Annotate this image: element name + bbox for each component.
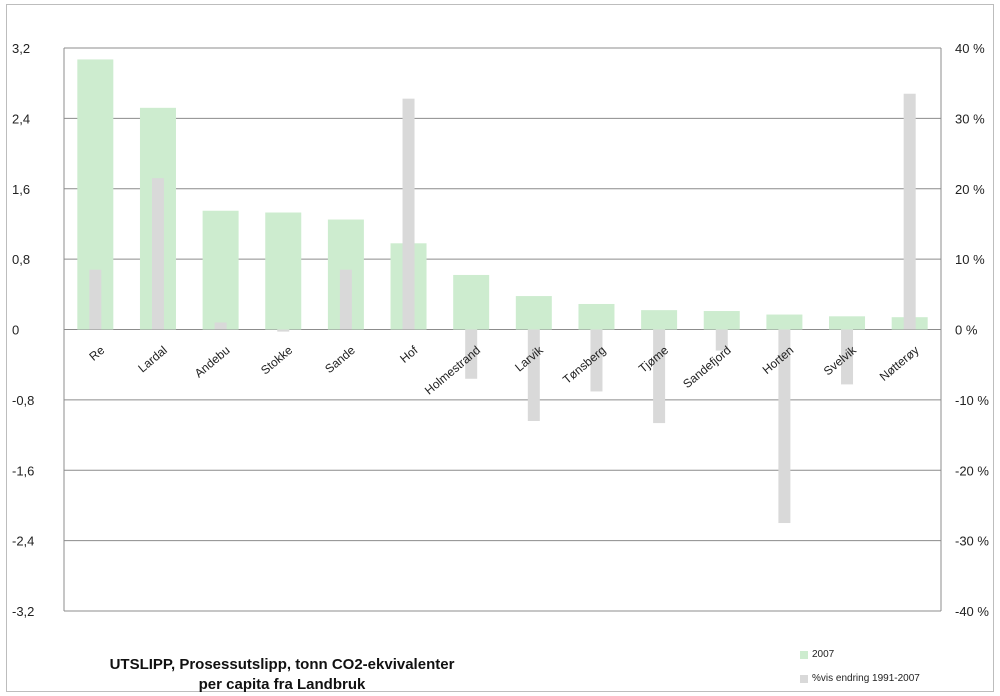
left-tick-label: 3,2 [12, 41, 30, 56]
bar-pct-change [841, 329, 854, 385]
category-label: Stokke [258, 343, 295, 378]
bar-pct-change [214, 322, 227, 330]
legend-swatch-2007 [800, 650, 808, 659]
left-tick-label: 2,4 [12, 111, 30, 126]
bar-2007 [641, 310, 678, 330]
bar-2007 [578, 303, 615, 330]
bar-pct-change [527, 329, 540, 421]
bar-pct-change [590, 329, 603, 392]
chart-title-line-2: per capita fra Landbruk [198, 676, 366, 693]
chart-title-line-1: UTSLIPP, Prosessutslipp, tonn CO2-ekviva… [109, 656, 455, 673]
bar-pct-change [715, 329, 728, 351]
bar-pct-change [465, 329, 478, 379]
category-label: Sande [322, 343, 358, 376]
right-tick-label: -30 % [955, 534, 989, 549]
bar-pct-change [339, 269, 352, 330]
category-labels: Re Lardal Andebu Stokke Sande Hof Holmestrand L… [86, 342, 921, 397]
right-tick-label: 40 % [955, 41, 985, 56]
bar-pct-change [653, 329, 666, 424]
bar-2007 [829, 316, 866, 330]
left-tick-label: -3,2 [12, 604, 34, 619]
bar-2007 [265, 212, 302, 330]
category-label: Hof [397, 343, 421, 366]
bar-pct-change [903, 93, 916, 330]
category-label: Svelvik [821, 342, 860, 378]
category-label: Nøtterøy [877, 343, 922, 384]
legend-label-2007: 2007 [812, 649, 835, 660]
bars [77, 59, 928, 524]
bar-2007 [515, 296, 552, 330]
bar-pct-change [778, 329, 791, 524]
left-tick-label: -0,8 [12, 393, 34, 408]
bar-2007 [703, 311, 740, 330]
right-tick-label: 10 % [955, 252, 985, 267]
left-tick-label: 0,8 [12, 252, 30, 267]
legend-item-change: %vis endring 1991-2007 [800, 673, 920, 684]
left-tick-label: -1,6 [12, 463, 34, 478]
chart-frame: 3,2 40 % 2,4 30 % 1,6 20 % 0,8 10 % 0 0 % -0,8 -10 … [6, 4, 994, 695]
left-tick-label: -2,4 [12, 534, 34, 549]
category-label: Andebu [192, 343, 233, 380]
axes: 3,2 40 % 2,4 30 % 1,6 20 % 0,8 10 % 0 0 % -0,8 -10 … [12, 41, 989, 619]
chart-title: UTSLIPP, Prosessutslipp, tonn CO2-ekviva… [67, 655, 497, 695]
bar-chart: 3,2 40 % 2,4 30 % 1,6 20 % 0,8 10 % 0 0 % -0,8 -10 … [12, 41, 989, 619]
left-tick-label: 0 [12, 323, 19, 338]
right-tick-label: 30 % [955, 111, 985, 126]
category-label: Horten [760, 343, 797, 377]
bar-2007 [202, 210, 239, 330]
right-tick-label: -20 % [955, 463, 989, 478]
bar-pct-change [277, 329, 290, 332]
gridlines [64, 47, 941, 612]
category-label: Lardal [135, 343, 170, 375]
right-tick-label: 20 % [955, 182, 985, 197]
bar-2007 [766, 314, 803, 330]
bar-pct-change [89, 269, 102, 330]
right-tick-label: 0 % [955, 323, 978, 338]
category-label: Sandefjord [680, 343, 733, 391]
right-tick-label: -40 % [955, 604, 989, 619]
legend-item-2007: 2007 [800, 649, 834, 660]
bar-pct-change [151, 178, 164, 330]
bar-pct-change [402, 98, 415, 330]
legend-label-change: %vis endring 1991-2007 [812, 673, 920, 684]
left-tick-label: 1,6 [12, 182, 30, 197]
legend-swatch-change [800, 674, 808, 683]
bar-2007 [453, 274, 490, 330]
right-tick-label: -10 % [955, 393, 989, 408]
category-label: Re [86, 343, 107, 364]
